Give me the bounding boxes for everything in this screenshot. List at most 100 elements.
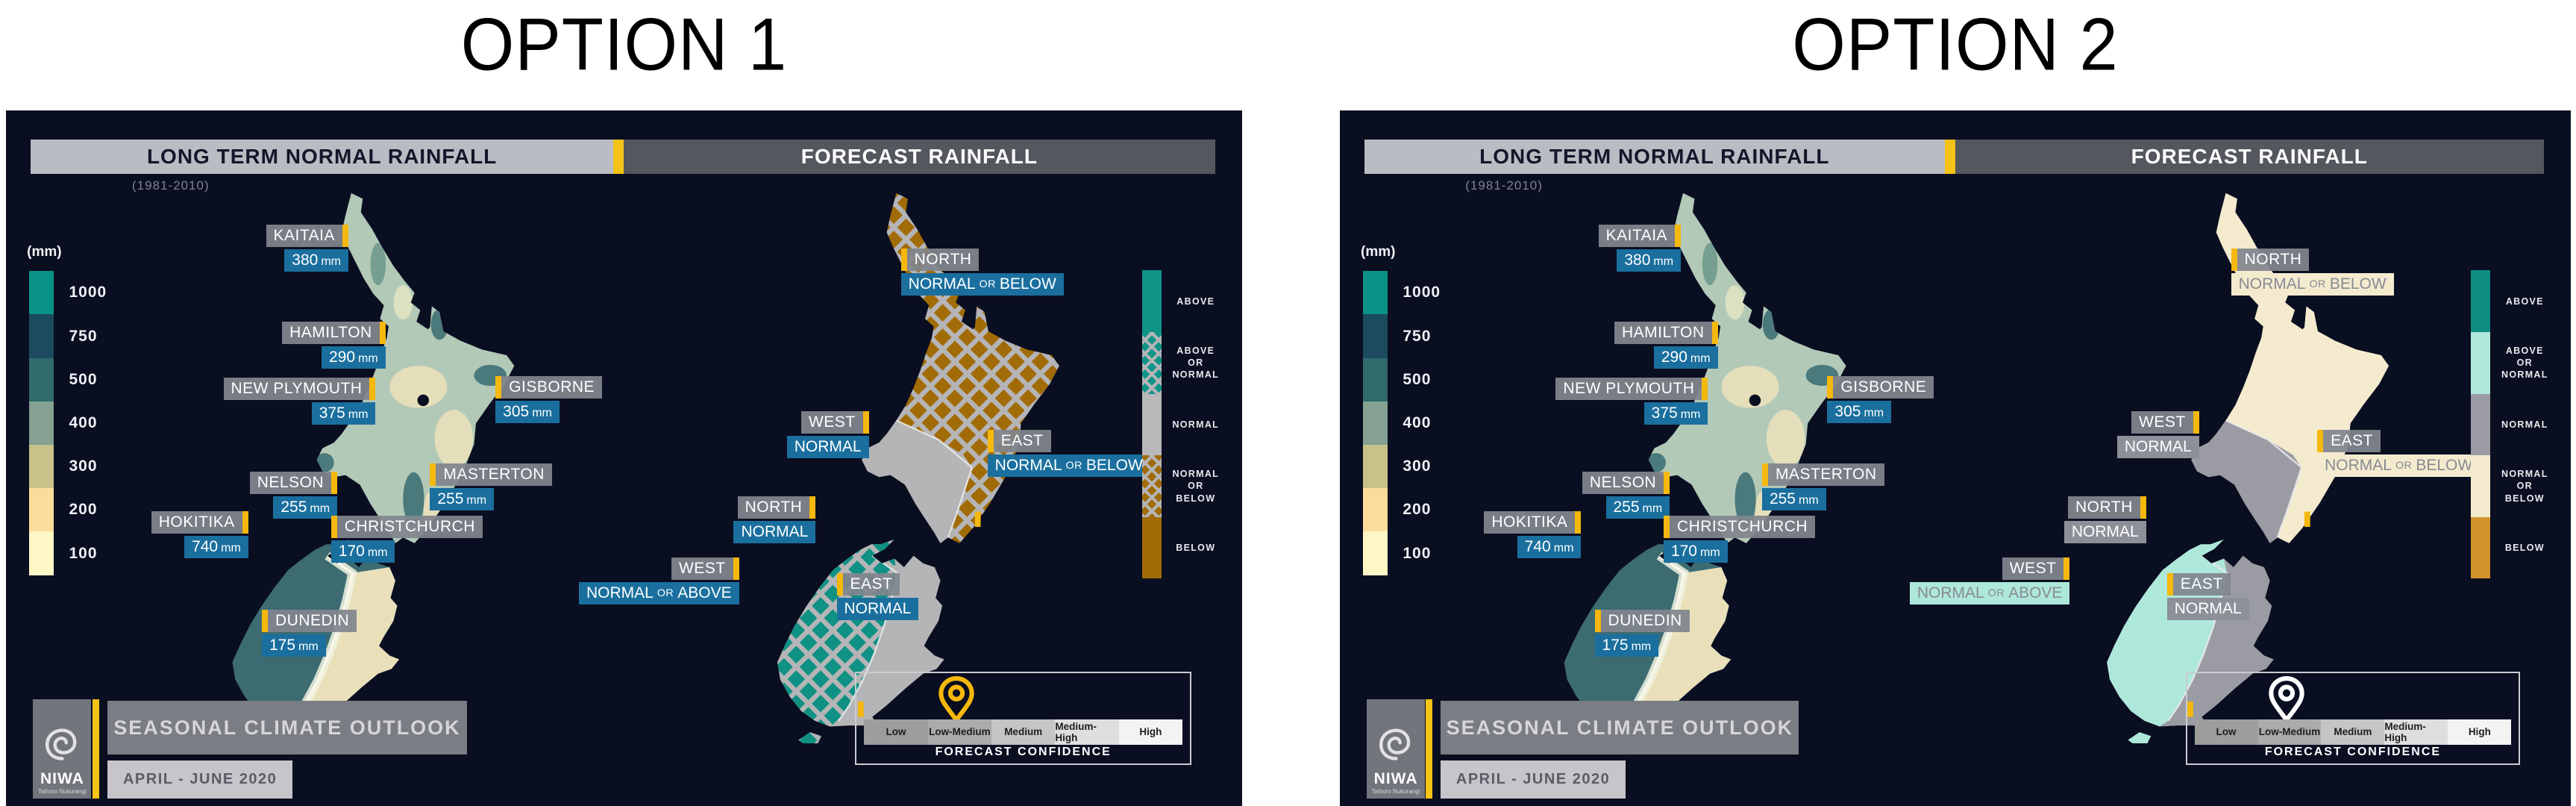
forecast-legend-swatch xyxy=(2471,516,2491,579)
mm-value: 200 xyxy=(69,501,98,519)
footer-accent-bar xyxy=(92,699,99,799)
confidence-level: Low xyxy=(2194,719,2258,745)
mm-legend-row: 1000 xyxy=(1363,271,1490,315)
forecast-category-legend: ABOVE ABOVE OR NORMAL NORMAL NORMAL OR BELO… xyxy=(2471,270,2568,579)
forecast-legend-swatch xyxy=(2471,393,2491,456)
mm-value: 750 xyxy=(69,327,98,345)
koru-icon xyxy=(1379,728,1410,760)
mm-legend-row: 200 xyxy=(1363,488,1490,532)
map-tick-marker xyxy=(2304,511,2310,527)
confidence-scale: Low Low-Medium Medium Medium-High High xyxy=(2194,719,2512,745)
mm-swatch xyxy=(1363,401,1388,446)
confidence-title: FORECAST CONFIDENCE xyxy=(935,745,1112,758)
forecast-legend-swatch xyxy=(1141,516,1162,579)
mm-swatch xyxy=(29,271,54,315)
confidence-level: Low-Medium xyxy=(2257,719,2322,745)
mm-legend-row: 750 xyxy=(1363,314,1490,358)
confidence-level: High xyxy=(2448,719,2512,745)
mm-legend: 1000 750 500 400 300 200 100 xyxy=(1363,271,1490,575)
forecast-legend-row: NORMAL OR BELOW xyxy=(1141,455,1240,517)
outlook-title: SEASONAL CLIMATE OUTLOOK xyxy=(107,701,468,755)
mm-swatch xyxy=(1363,271,1388,315)
mm-value: 300 xyxy=(1403,457,1432,475)
forecast-legend-row: BELOW xyxy=(2471,516,2568,579)
forecast-legend-row: NORMAL xyxy=(2471,393,2568,456)
option-title: OPTION 2 xyxy=(1792,4,2119,87)
outlook-panel: LONG TERM NORMAL RAINFALL FORECAST RAINF… xyxy=(6,110,1242,806)
forecast-legend-label: BELOW xyxy=(2504,542,2545,553)
north-island-normal-region xyxy=(2191,419,2301,543)
mm-value: 1000 xyxy=(69,284,107,302)
header-long-term-label: LONG TERM NORMAL RAINFALL xyxy=(146,144,498,168)
panel-header: LONG TERM NORMAL RAINFALL FORECAST RAINF… xyxy=(31,140,1215,174)
forecast-confidence-box: Low Low-Medium Medium Medium-High High FOREC… xyxy=(855,672,1192,765)
confidence-level: Medium-High xyxy=(2384,719,2448,745)
confidence-level: High xyxy=(1118,719,1183,745)
footer-accent-bar xyxy=(1426,699,1433,799)
mm-legend-row: 1000 xyxy=(29,271,156,315)
confidence-level: Low xyxy=(864,719,928,745)
eastern-plains xyxy=(293,566,400,725)
forecast-legend-row: ABOVE OR NORMAL xyxy=(1141,331,1240,394)
mm-swatch xyxy=(29,531,54,575)
baseline-period: (1981-2010) xyxy=(1465,178,1543,193)
confidence-level: Medium xyxy=(2321,719,2385,745)
mm-swatch xyxy=(1363,314,1388,358)
rainfall-map xyxy=(232,193,515,744)
header-long-term-rainfall: LONG TERM NORMAL RAINFALL xyxy=(31,140,614,174)
region-boundary xyxy=(896,419,974,468)
confidence-pin-icon xyxy=(2269,675,2304,722)
niwa-brand: NIWA xyxy=(1373,769,1418,787)
mm-legend-row: 400 xyxy=(1363,401,1490,446)
forecast-legend-label: BELOW xyxy=(1176,542,1216,553)
mm-legend-title: (mm) xyxy=(1361,243,1396,260)
header-yellow-divider xyxy=(1944,140,1955,174)
option-panel-2: OPTION 2 LONG TERM NORMAL RAINFALL FOREC… xyxy=(1340,0,2571,806)
koru-icon xyxy=(45,728,77,760)
confidence-pin-icon xyxy=(938,675,975,722)
mm-swatch xyxy=(1363,445,1388,489)
forecast-legend-label: NORMAL xyxy=(1172,419,1220,430)
forecast-legend-label: ABOVE xyxy=(1176,296,1215,307)
forecast-legend-row: NORMAL xyxy=(1141,393,1240,456)
option-title: OPTION 1 xyxy=(460,4,788,87)
forecast-legend-swatch xyxy=(1141,393,1162,456)
mm-value: 300 xyxy=(69,457,98,475)
mm-value: 1000 xyxy=(1403,284,1441,302)
map-tick-marker xyxy=(2187,701,2193,717)
niwa-brand-sub: Taihoro Nukurangi xyxy=(1371,787,1420,795)
mm-legend-row: 500 xyxy=(29,357,156,402)
mm-swatch xyxy=(1363,531,1388,575)
region-boundary xyxy=(2276,466,2303,538)
forecast-legend-swatch xyxy=(1141,270,1162,332)
header-yellow-divider xyxy=(613,140,624,174)
mm-value: 500 xyxy=(69,370,98,388)
header-forecast-rainfall: FORECAST RAINFALL xyxy=(624,140,1215,174)
confidence-title: FORECAST CONFIDENCE xyxy=(2264,745,2442,758)
forecast-legend-row: BELOW xyxy=(1141,516,1240,579)
mm-legend-title: (mm) xyxy=(27,243,62,260)
mm-swatch xyxy=(29,357,54,402)
mm-legend-row: 300 xyxy=(29,445,156,489)
baseline-period: (1981-2010) xyxy=(132,178,210,193)
mm-legend-row: 300 xyxy=(1363,445,1490,489)
stewart-island-forecast xyxy=(798,731,822,744)
mm-legend-row: 100 xyxy=(29,531,156,575)
outlook-panel: LONG TERM NORMAL RAINFALL FORECAST RAINF… xyxy=(1340,110,2571,806)
niwa-logo: NIWA Taihoro Nukurangi xyxy=(1367,699,1425,799)
stewart-island-forecast xyxy=(2128,731,2152,744)
forecast-legend-swatch xyxy=(1141,331,1162,394)
forecast-map xyxy=(2107,193,2389,744)
header-long-term-rainfall: LONG TERM NORMAL RAINFALL xyxy=(1364,140,1945,174)
forecast-legend-label: ABOVE xyxy=(2505,296,2544,307)
forecast-legend-swatch xyxy=(2471,455,2491,517)
map-tick-marker xyxy=(858,701,865,717)
mm-legend-row: 400 xyxy=(29,401,156,446)
forecast-legend-label: ABOVE OR NORMAL xyxy=(2501,345,2548,381)
mm-swatch xyxy=(29,488,54,532)
panel-header: LONG TERM NORMAL RAINFALL FORECAST RAINF… xyxy=(1364,140,2544,174)
mm-value: 200 xyxy=(1403,501,1432,519)
mm-legend-row: 100 xyxy=(1363,531,1490,575)
forecast-legend-label: NORMAL OR BELOW xyxy=(2501,469,2548,504)
